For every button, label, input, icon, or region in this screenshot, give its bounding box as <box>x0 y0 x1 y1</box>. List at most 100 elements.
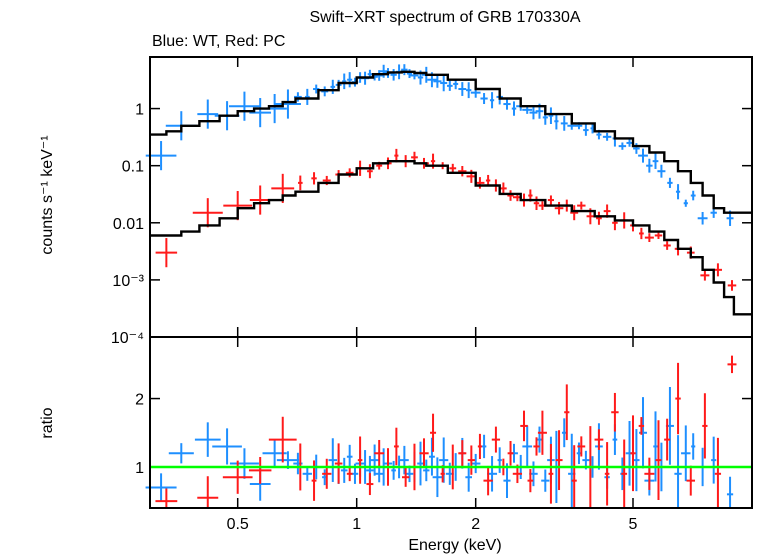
y-axis-label-spectrum: counts s⁻¹ keV⁻¹ <box>39 135 56 254</box>
pc-data-point <box>507 190 514 201</box>
pc-data-point <box>297 175 303 191</box>
pc-data-point <box>475 177 485 189</box>
pc-data-point <box>268 416 297 463</box>
wt-data-point <box>583 124 589 136</box>
spectrum-y-tick-label: 10⁻³ <box>112 273 144 290</box>
pc-data-point <box>611 392 619 432</box>
chart-title: Swift−XRT spectrum of GRB 170330A <box>309 9 580 26</box>
wt-data-point <box>638 397 648 469</box>
wt-data-point <box>480 93 488 105</box>
wt-data-point <box>229 448 259 479</box>
pc-data-point <box>727 280 737 291</box>
ratio-panel-frame <box>149 336 753 509</box>
pc-data-point <box>458 166 467 177</box>
wt-data-point <box>626 139 633 147</box>
pc-data-point <box>483 465 493 496</box>
pc-data-point <box>533 437 540 456</box>
pc-data-point <box>537 410 547 455</box>
pc-data-point <box>548 443 554 504</box>
pc-data-point <box>714 437 722 508</box>
wt-data-point <box>433 74 442 88</box>
pc-data-point <box>419 438 429 469</box>
wt-data-point <box>638 148 648 163</box>
pc-data-point <box>533 196 540 211</box>
wt-data-point <box>432 457 443 498</box>
pc-data-point <box>702 393 708 459</box>
pc-data-point <box>571 445 577 508</box>
wt-data-point <box>503 98 511 110</box>
pc-data-point <box>639 227 644 240</box>
pc-data-point <box>555 430 563 491</box>
x-tick-label: 2 <box>471 516 480 533</box>
wt-data-point <box>379 64 388 78</box>
wt-data-point <box>667 177 673 188</box>
wt-data-point <box>212 428 242 465</box>
pc-data-point <box>345 168 354 178</box>
spectrum-panel-frame <box>149 56 753 338</box>
wt-data-point <box>674 435 682 508</box>
pc-data-point <box>594 429 604 450</box>
pc-data-point <box>554 201 564 215</box>
pc-data-point <box>334 443 343 484</box>
wt-data-point <box>391 460 396 480</box>
pc-data-point <box>644 457 655 490</box>
pc-data-point <box>700 270 710 281</box>
wt-data-point <box>497 447 502 473</box>
wt-data-point <box>602 132 612 141</box>
wt-data-point <box>690 190 696 201</box>
wt-data-point <box>302 466 312 481</box>
pc-data-point <box>577 436 586 457</box>
pc-data-point <box>596 211 602 225</box>
pc-data-point <box>322 458 332 489</box>
pc-data-point <box>249 185 271 215</box>
pc-data-point <box>222 460 253 494</box>
wt-data-point <box>423 459 430 482</box>
wt-data-point <box>691 433 696 460</box>
wt-data-point <box>726 476 734 508</box>
ratio-y-tick-label: 1 <box>135 460 144 477</box>
wt-data-point <box>683 199 688 207</box>
wt-data-point <box>554 113 559 130</box>
spectrum-y-tick-label: 1 <box>135 102 144 119</box>
wt-data-point <box>168 443 194 464</box>
wt-data-point <box>399 445 409 475</box>
wt-data-point <box>440 74 448 92</box>
chart-subtitle: Blue: WT, Red: PC <box>152 33 285 50</box>
wt-data-point <box>653 411 658 482</box>
wt-data-point <box>197 99 219 129</box>
pc-data-point <box>155 238 178 268</box>
wt-data-point <box>503 463 511 498</box>
wt-data-point <box>560 116 568 131</box>
pc-data-point <box>357 436 363 484</box>
pc-data-point <box>491 426 501 453</box>
wt-data-point <box>304 88 310 105</box>
x-tick-label: 5 <box>629 516 638 533</box>
pc-data-point <box>654 231 663 239</box>
pc-data-point <box>570 205 579 221</box>
wt-data-point <box>618 142 627 150</box>
wt-data-point <box>374 70 385 81</box>
pc-data-point <box>430 413 437 452</box>
wt-data-point <box>347 72 353 88</box>
pc-data-point <box>663 241 671 250</box>
pc-data-point <box>507 441 514 466</box>
pc-data-point <box>520 410 528 442</box>
pc-data-point <box>401 467 410 487</box>
wt-data-point <box>342 73 347 90</box>
wt-data-point <box>346 444 353 469</box>
wt-data-point <box>417 441 424 486</box>
pc-data-point <box>346 466 353 482</box>
wt-data-point <box>470 453 481 474</box>
wt-model-line <box>150 70 752 214</box>
wt-data-point <box>561 418 567 448</box>
wt-data-point <box>370 444 380 476</box>
wt-data-point <box>294 92 302 102</box>
wt-data-point <box>697 211 708 225</box>
wt-data-point <box>511 101 517 116</box>
wt-data-point <box>406 69 413 79</box>
x-axis-label: Energy (keV) <box>408 537 501 554</box>
pc-data-point <box>393 427 399 466</box>
pc-data-point <box>192 198 223 228</box>
wt-data-point <box>228 91 260 121</box>
